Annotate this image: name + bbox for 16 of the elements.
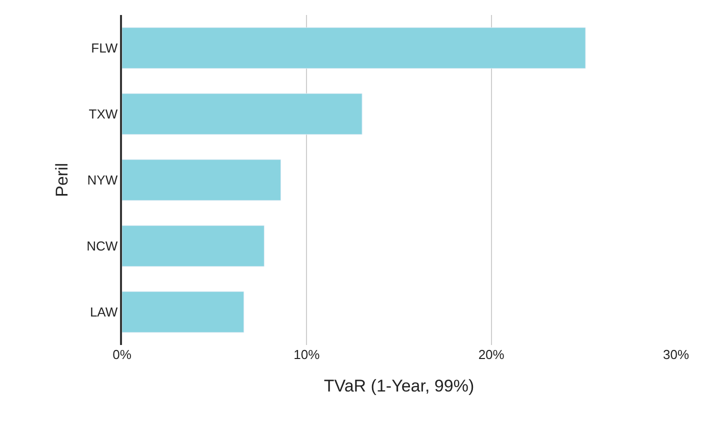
x-tick-label: 30% xyxy=(662,347,690,362)
y-tick-label: LAW xyxy=(90,304,118,320)
x-tick-label: 10% xyxy=(294,347,320,362)
bar xyxy=(122,225,264,267)
bar xyxy=(122,93,362,135)
bar xyxy=(122,27,586,69)
bar xyxy=(122,159,282,201)
x-tick-label: 0% xyxy=(112,347,132,362)
y-tick-label: TXW xyxy=(88,106,118,122)
y-axis-title: Peril xyxy=(52,162,72,198)
x-tick-label: 20% xyxy=(478,347,505,362)
y-tick-label: NYW xyxy=(87,172,118,188)
bar xyxy=(122,291,244,333)
y-tick-label: FLW xyxy=(91,40,118,56)
x-axis-title: TVaR (1-Year, 99%) xyxy=(324,376,474,396)
y-tick-label: NCW xyxy=(86,238,118,254)
